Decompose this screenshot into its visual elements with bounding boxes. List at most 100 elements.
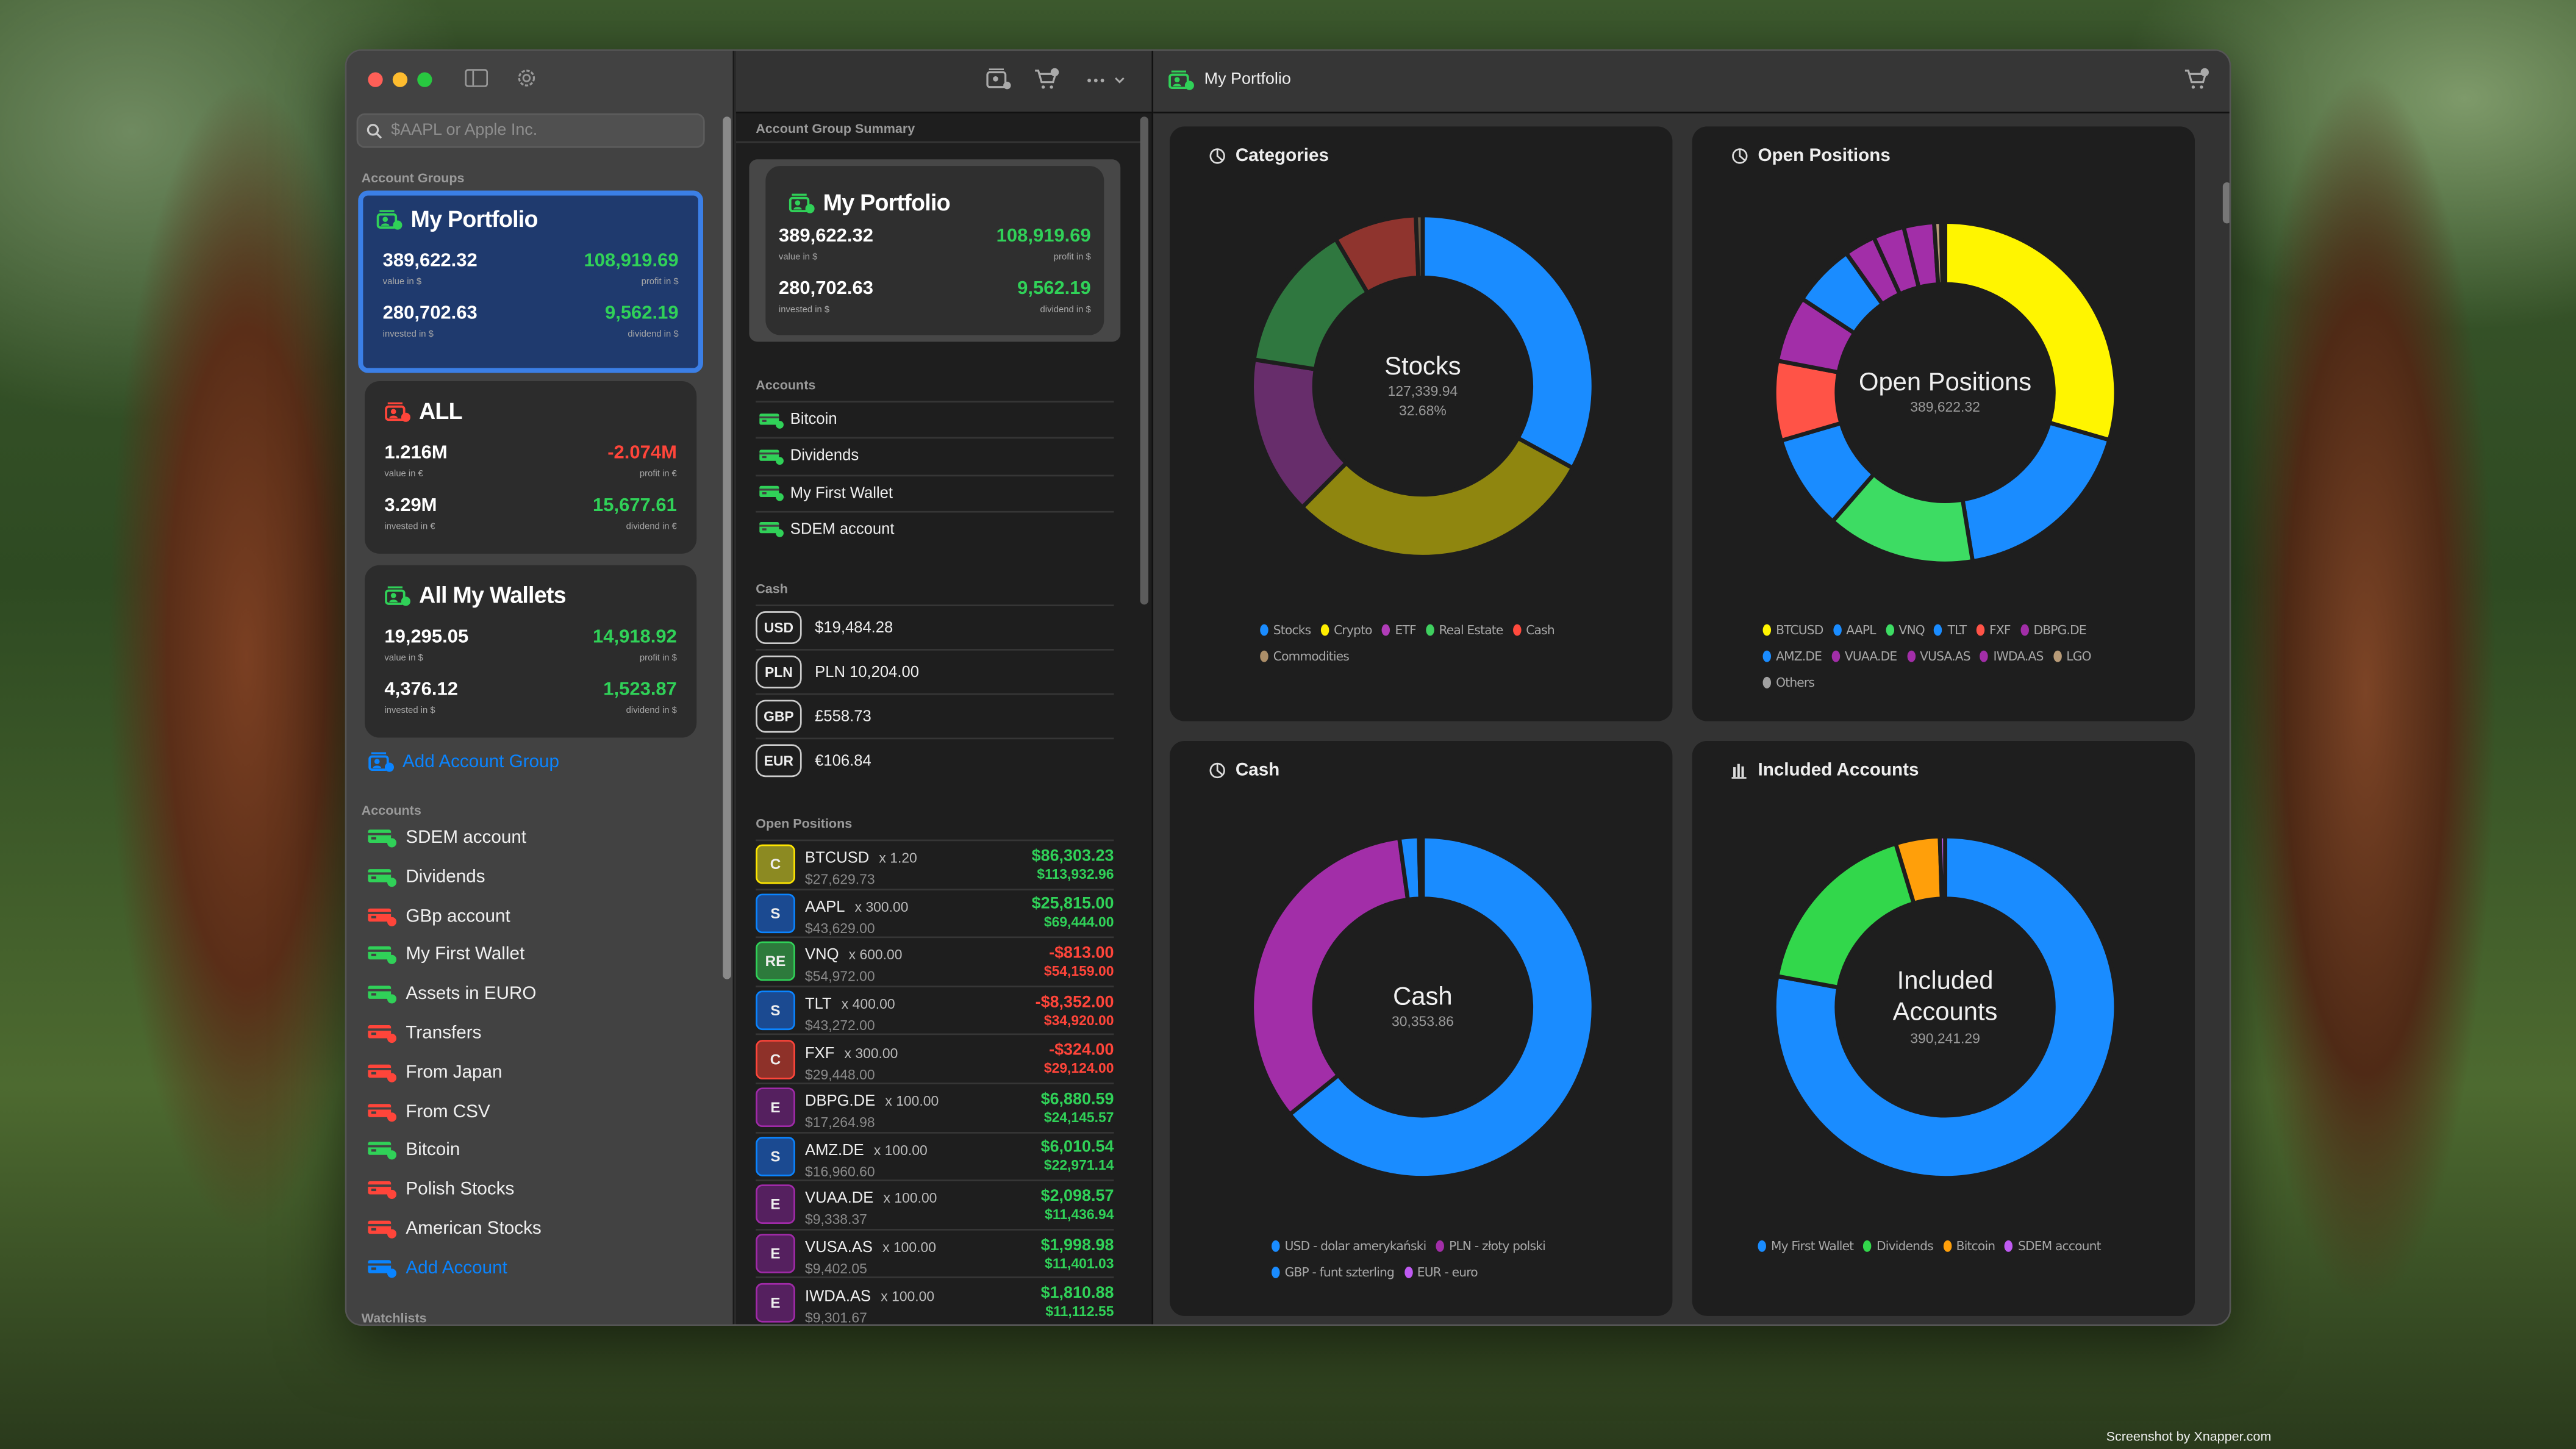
- legend-item[interactable]: Stocks: [1260, 621, 1311, 637]
- group-value-label: value in $: [384, 654, 423, 664]
- more-options-icon[interactable]: [1086, 76, 1132, 85]
- legend-item[interactable]: LGO: [2053, 647, 2092, 664]
- minimize-button[interactable]: [392, 72, 408, 87]
- position-row[interactable]: C BTCUSD x 1.20 $27,629.73 $86,303.23 $113…: [756, 839, 1114, 889]
- legend-item[interactable]: ETF: [1381, 621, 1417, 637]
- legend-item[interactable]: Real Estate: [1425, 621, 1503, 637]
- legend-item[interactable]: Bitcoin: [1943, 1237, 1995, 1254]
- position-row[interactable]: E VUAA.DE x 100.00 $9,338.37 $2,098.57 $11…: [756, 1179, 1114, 1229]
- account-name: American Stocks: [406, 1218, 542, 1239]
- slice-aapl[interactable]: [1960, 420, 2112, 564]
- position-row[interactable]: S AAPL x 300.00 $43,629.00 $25,815.00 $69,…: [756, 888, 1114, 937]
- account-group-card[interactable]: ALL 1.216M value in € -2.074M profit in …: [365, 381, 697, 554]
- legend-label: My First Wallet: [1771, 1237, 1854, 1253]
- close-button[interactable]: [368, 72, 383, 87]
- slice-sdem-account[interactable]: [1937, 834, 1947, 901]
- search-input[interactable]: $AAPL or Apple Inc.: [356, 113, 705, 148]
- slice-others[interactable]: [1939, 220, 1947, 287]
- sidebar-account-item[interactable]: From CSV: [367, 1102, 490, 1122]
- position-row[interactable]: S AMZ.DE x 100.00 $16,960.60 $6,010.54 $22…: [756, 1131, 1114, 1180]
- cart-add-icon[interactable]: [1033, 67, 1059, 90]
- donut-chart[interactable]: [1170, 126, 1672, 721]
- legend-item[interactable]: PLN - złoty polski: [1436, 1237, 1546, 1254]
- summary-scrollbar[interactable]: [1140, 116, 1149, 605]
- summary-account-row[interactable]: SDEM account: [756, 510, 1114, 547]
- slice-stocks[interactable]: [1420, 213, 1596, 470]
- legend-item[interactable]: GBP - funt szterling: [1272, 1264, 1395, 1280]
- cash-row[interactable]: GBP £558.73: [756, 693, 1114, 738]
- legend-item[interactable]: Commodities: [1260, 647, 1350, 664]
- sidebar-account-item[interactable]: Bitcoin: [367, 1141, 460, 1161]
- account-settings-icon[interactable]: [986, 67, 1012, 90]
- slice-btcusd[interactable]: [1943, 220, 2119, 442]
- legend-item[interactable]: IWDA.AS: [1980, 647, 2044, 664]
- add-account-group-button[interactable]: Add Account Group: [368, 751, 559, 772]
- zoom-button[interactable]: [417, 72, 432, 87]
- donut-center-label: Open Positions 389,622.32: [1859, 367, 2031, 418]
- position-row[interactable]: RE VNQ x 600.00 $54,972.00 -$813.00 $54,15…: [756, 937, 1114, 986]
- legend-item[interactable]: TLT: [1934, 621, 1967, 637]
- slice-pln-z-oty-polski[interactable]: [1250, 835, 1410, 1117]
- slice-crypto[interactable]: [1300, 435, 1575, 559]
- summary-account-row[interactable]: Dividends: [756, 437, 1114, 473]
- legend-item[interactable]: FXF: [1976, 621, 2011, 637]
- slice-usd-dolar-ameryka-ski[interactable]: [1287, 834, 1596, 1180]
- sidebar-account-item[interactable]: SDEM account: [367, 828, 526, 848]
- cart-add-icon[interactable]: [2183, 67, 2209, 90]
- add-account-button[interactable]: Add Account: [367, 1259, 507, 1278]
- slice-my-first-wallet[interactable]: [1772, 834, 2119, 1180]
- sidebar-account-item[interactable]: From Japan: [367, 1062, 503, 1082]
- summary-card[interactable]: My Portfolio 389,622.32 value in $ 108,9…: [749, 159, 1121, 342]
- sidebar-account-item[interactable]: GBp account: [367, 906, 510, 926]
- sidebar-account-item[interactable]: Polish Stocks: [367, 1180, 514, 1200]
- chart-title-text: Open Positions: [1758, 146, 1891, 166]
- legend-item[interactable]: BTCUSD: [1762, 621, 1823, 637]
- donut-chart[interactable]: [1692, 741, 2195, 1316]
- position-row[interactable]: S TLT x 400.00 $43,272.00 -$8,352.00 $34,9…: [756, 985, 1114, 1034]
- legend-item[interactable]: VNQ: [1885, 621, 1925, 637]
- legend-item[interactable]: EUR - euro: [1404, 1264, 1478, 1280]
- sidebar: $AAPL or Apple Inc. Account Groups My Po…: [346, 51, 735, 1325]
- sidebar-account-item[interactable]: American Stocks: [367, 1219, 542, 1239]
- summary-account-row[interactable]: My First Wallet: [756, 474, 1114, 510]
- legend-item[interactable]: DBPG.DE: [2020, 621, 2087, 637]
- summary-account-row[interactable]: Bitcoin: [756, 401, 1114, 437]
- center-title: Open Positions: [1858, 368, 2032, 397]
- legend-item[interactable]: Dividends: [1863, 1237, 1934, 1254]
- settings-gear-icon[interactable]: [516, 67, 537, 88]
- legend-item[interactable]: Cash: [1512, 621, 1555, 637]
- slice-commodities[interactable]: [1414, 213, 1425, 280]
- cash-row[interactable]: USD $19,484.28: [756, 604, 1114, 649]
- sidebar-account-item[interactable]: Dividends: [367, 867, 485, 887]
- sidebar-account-item[interactable]: My First Wallet: [367, 945, 524, 965]
- legend-item[interactable]: Crypto: [1320, 621, 1373, 637]
- legend-item[interactable]: SDEM account: [2005, 1237, 2102, 1254]
- donut-chart[interactable]: [1692, 126, 2195, 721]
- sidebar-account-item[interactable]: Assets in EURO: [367, 984, 536, 1004]
- account-group-card[interactable]: All My Wallets 19,295.05 value in $ 14,9…: [365, 565, 697, 738]
- slice-eur-euro[interactable]: [1417, 834, 1425, 901]
- cash-row[interactable]: EUR €106.84: [756, 737, 1114, 782]
- legend-item[interactable]: USD - dolar amerykański: [1272, 1237, 1426, 1254]
- account-name: My First Wallet: [406, 945, 525, 965]
- sidebar-account-item[interactable]: Transfers: [367, 1023, 481, 1043]
- legend-item[interactable]: My First Wallet: [1758, 1237, 1854, 1254]
- legend-item[interactable]: AAPL: [1833, 621, 1877, 637]
- sidebar-toggle-icon[interactable]: [465, 69, 488, 87]
- position-profit: $1,810.88: [1040, 1285, 1114, 1303]
- legend-item[interactable]: Others: [1762, 673, 1815, 690]
- position-symbol: IWDA.AS: [805, 1287, 871, 1306]
- sidebar-scrollbar[interactable]: [723, 116, 731, 979]
- cash-row[interactable]: PLN PLN 10,204.00: [756, 649, 1114, 693]
- legend-swatch: [2005, 1239, 2013, 1251]
- detail-scrollbar[interactable]: [2222, 182, 2230, 224]
- account-group-card[interactable]: My Portfolio 389,622.32 value in $ 108,9…: [358, 190, 703, 373]
- legend-item[interactable]: VUSA.AS: [1906, 647, 1971, 664]
- donut-chart[interactable]: [1170, 741, 1672, 1316]
- position-row[interactable]: C FXF x 300.00 $29,448.00 -$324.00 $29,124…: [756, 1034, 1114, 1083]
- legend-item[interactable]: VUAA.DE: [1831, 647, 1897, 664]
- position-row[interactable]: E IWDA.AS x 100.00 $9,301.67 $1,810.88 $11…: [756, 1277, 1114, 1324]
- position-row[interactable]: E VUSA.AS x 100.00 $9,402.05 $1,998.98 $11…: [756, 1228, 1114, 1277]
- position-row[interactable]: E DBPG.DE x 100.00 $17,264.98 $6,880.59 $2…: [756, 1082, 1114, 1131]
- legend-item[interactable]: AMZ.DE: [1762, 647, 1822, 664]
